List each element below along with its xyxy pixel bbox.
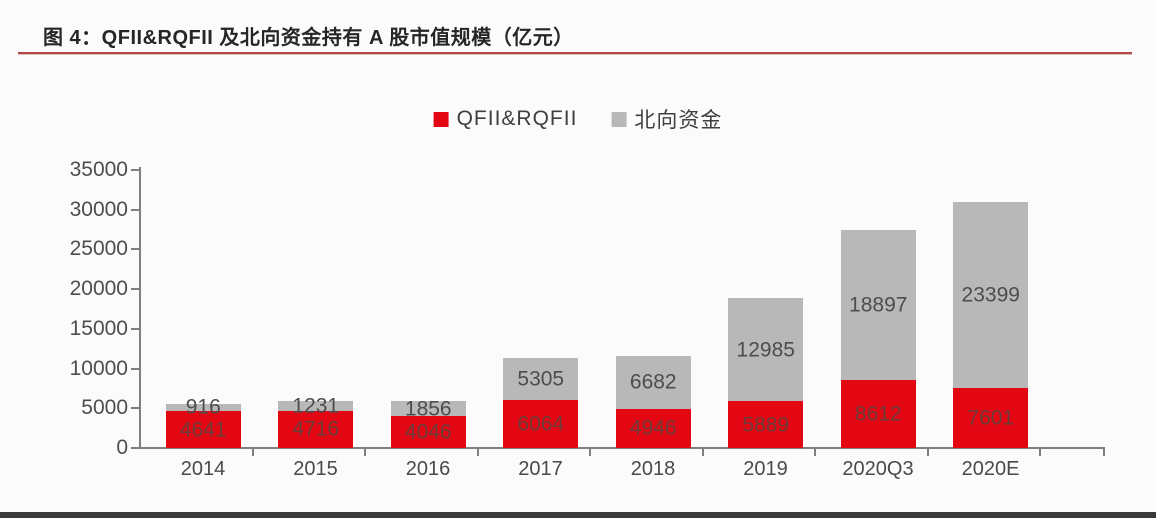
bar-value-label: 8612: [854, 402, 902, 426]
x-axis-category-label: 2019: [743, 458, 788, 480]
bar-value-label: 18897: [849, 293, 908, 317]
x-axis-tick: [1039, 448, 1041, 456]
bar-segment-qfii-rqfii: 4641: [165, 411, 241, 448]
bar-value-label: 4946: [629, 416, 677, 440]
x-axis-line: [139, 447, 1105, 449]
y-axis-tick-label: 20000: [69, 277, 128, 301]
bar-value-label: 4641: [179, 418, 227, 442]
bar-segment-qfii-rqfii: 7601: [953, 387, 1029, 448]
y-axis-line: [139, 167, 141, 449]
x-axis-tick: [251, 448, 254, 456]
bar-value-label: 4046: [404, 420, 452, 444]
stacked-bar-2019: 5889 12985: [728, 298, 804, 448]
y-axis-tick-label: 0: [116, 436, 128, 459]
y-axis-tick-label: 30000: [69, 197, 128, 221]
bar-slot-2020E: 7601 23399: [935, 170, 1048, 448]
x-axis-tick: [701, 448, 704, 456]
x-axis-category-label: 2014: [180, 458, 226, 480]
stacked-bar-2015: 4716 1231: [278, 395, 354, 448]
stacked-bar-2016: 4046 1856: [390, 397, 466, 448]
bar-value-label: 6682: [629, 370, 677, 394]
bar-value-label: 916: [185, 395, 221, 419]
y-axis-tick: [131, 327, 139, 330]
y-axis-tick-label: 5000: [81, 396, 128, 420]
bar-segment-qfii-rqfii: 5889: [728, 401, 804, 448]
y-axis-tick: [131, 367, 139, 370]
x-axis-tick: [1103, 448, 1105, 456]
title-underline-rule: [18, 52, 1132, 54]
legend-label: 北向资金: [634, 109, 723, 132]
x-axis-category-label: 2016: [405, 458, 451, 480]
bar-segment-northbound: 1231: [278, 395, 354, 416]
x-axis-tick: [589, 448, 591, 456]
figure-title: 图 4：QFII&RQFII 及北向资金持有 A 股市值规模（亿元）: [43, 27, 574, 49]
bar-segment-northbound: 12985: [728, 298, 804, 402]
x-axis-tick: [814, 448, 816, 456]
x-axis-category-label: 2015: [293, 458, 338, 480]
stacked-bar-2017: 6064 5305: [503, 357, 579, 448]
bar-segment-northbound: 5305: [503, 357, 579, 400]
bar-value-label: 4716: [292, 417, 340, 441]
x-axis-category-label: 2017: [518, 458, 563, 480]
chart-legend: QFII&RQFII 北向资金: [433, 104, 723, 134]
x-axis-tick: [926, 448, 929, 456]
bar-segment-qfii-rqfii: 4946: [615, 408, 691, 448]
y-axis-tick-label: 15000: [69, 316, 128, 340]
bar-value-label: 1856: [404, 397, 452, 421]
x-axis-tick: [364, 448, 366, 456]
bar-value-label: 5305: [517, 367, 565, 391]
bar-value-label: 12985: [736, 338, 795, 362]
bar-slot-2015: 4716 1231: [260, 170, 373, 448]
bar-slot-2018: 4946 6682: [597, 170, 710, 448]
stacked-bar-2018: 4946 6682: [615, 355, 691, 448]
y-axis-tick: [131, 208, 139, 211]
bar-slot-2014: 4641 916: [147, 170, 260, 448]
y-axis-tick: [131, 288, 139, 291]
stacked-bar-2014: 4641 916: [165, 397, 241, 448]
bar-segment-qfii-rqfii: 4046: [390, 415, 466, 448]
bar-segment-northbound: 23399: [953, 201, 1029, 388]
y-axis-tick-label: 10000: [69, 356, 128, 380]
y-axis-tick: [131, 169, 139, 171]
stacked-bar-2020Q3: 8612 18897: [840, 229, 916, 448]
y-axis-tick-label: 35000: [69, 158, 128, 181]
bar-value-label: 6064: [517, 412, 565, 436]
plot-area: 4641 916 4716 1231 4046 1856 6064 5305 4946 6682 5…: [147, 170, 1047, 448]
bar-slot-2017: 6064 5305: [485, 170, 598, 448]
bar-slot-2016: 4046 1856: [372, 170, 485, 448]
bar-value-label: 5889: [742, 413, 790, 437]
x-axis-category-label: 2020Q3: [842, 458, 914, 480]
y-axis-tick: [131, 447, 139, 449]
bar-slot-2020Q3: 8612 18897: [822, 170, 935, 448]
bar-segment-qfii-rqfii: 8612: [840, 379, 916, 448]
bar-segment-qfii-rqfii: 6064: [503, 399, 579, 448]
bar-segment-northbound: 18897: [840, 229, 916, 380]
legend-swatch-icon: [433, 111, 449, 127]
bar-segment-northbound: 916: [165, 397, 241, 418]
legend-label: QFII&RQFII: [456, 107, 578, 130]
bar-segment-qfii-rqfii: 4716: [278, 410, 354, 448]
legend-swatch-icon: [611, 111, 627, 127]
y-axis-tick: [131, 248, 139, 251]
stacked-bar-2020E: 7601 23399: [953, 201, 1029, 448]
legend-item-northbound: 北向资金: [611, 104, 722, 134]
page-bottom-bar: [0, 512, 1156, 518]
legend-item-qfii-rqfii: QFII&RQFII: [433, 107, 578, 131]
bar-segment-northbound: 1856: [390, 397, 466, 421]
bar-segment-northbound: 6682: [615, 355, 691, 409]
y-axis-tick-label: 25000: [69, 237, 128, 261]
x-axis-category-label: 2020E: [961, 458, 1020, 480]
y-axis-tick: [131, 407, 139, 410]
bar-slot-2019: 5889 12985: [710, 170, 823, 448]
x-axis-tick: [476, 448, 479, 456]
x-axis-category-label: 2018: [630, 458, 676, 480]
bar-value-label: 7601: [967, 406, 1015, 430]
bar-value-label: 1231: [292, 394, 340, 418]
bar-value-label: 23399: [961, 283, 1020, 307]
